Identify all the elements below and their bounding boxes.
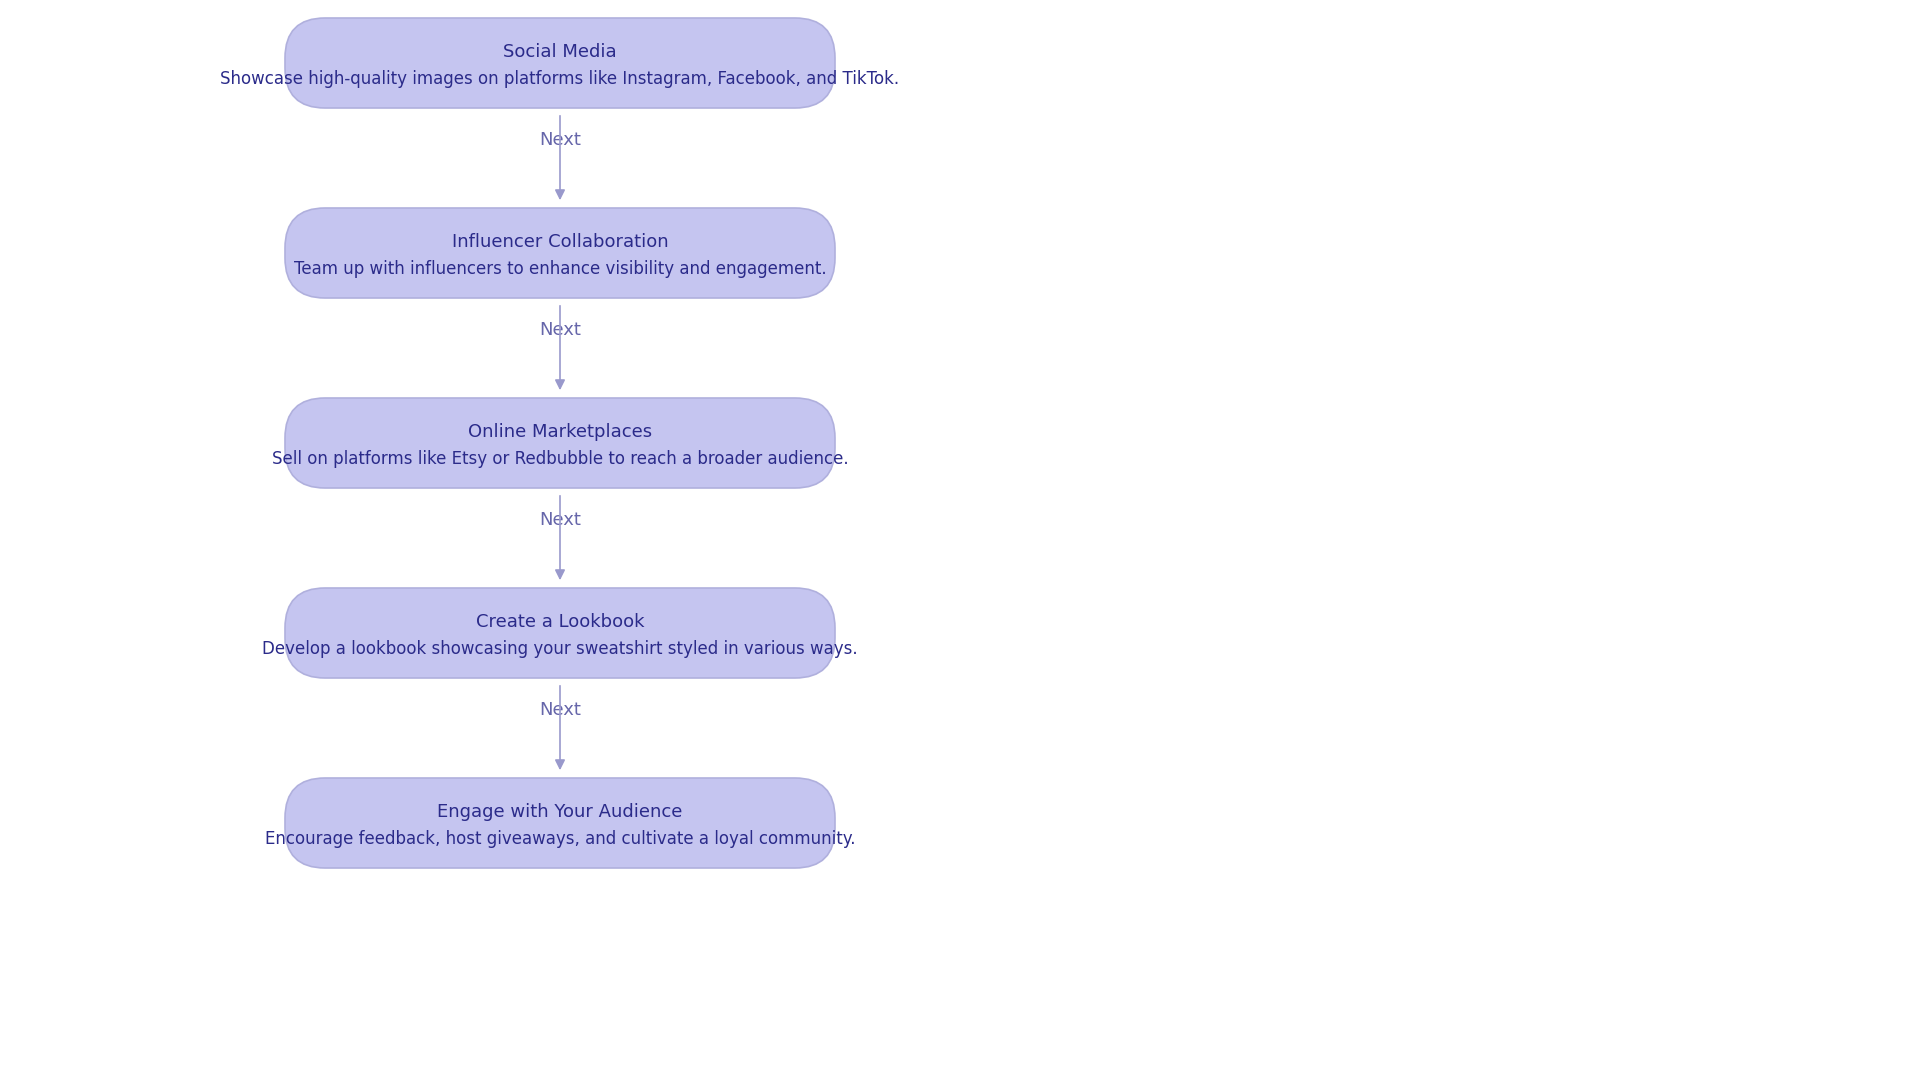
- Text: Next: Next: [540, 321, 582, 339]
- Text: Team up with influencers to enhance visibility and engagement.: Team up with influencers to enhance visi…: [294, 260, 826, 278]
- Text: Social Media: Social Media: [503, 43, 616, 62]
- Text: Create a Lookbook: Create a Lookbook: [476, 613, 645, 631]
- Text: Showcase high-quality images on platforms like Instagram, Facebook, and TikTok.: Showcase high-quality images on platform…: [221, 70, 900, 88]
- Text: Sell on platforms like Etsy or Redbubble to reach a broader audience.: Sell on platforms like Etsy or Redbubble…: [273, 451, 849, 468]
- FancyBboxPatch shape: [284, 397, 835, 488]
- Text: Encourage feedback, host giveaways, and cultivate a loyal community.: Encourage feedback, host giveaways, and …: [265, 831, 854, 848]
- Text: Next: Next: [540, 511, 582, 529]
- Text: Engage with Your Audience: Engage with Your Audience: [438, 804, 684, 821]
- FancyBboxPatch shape: [284, 778, 835, 867]
- FancyBboxPatch shape: [284, 208, 835, 298]
- FancyBboxPatch shape: [284, 588, 835, 678]
- Text: Influencer Collaboration: Influencer Collaboration: [451, 233, 668, 251]
- Text: Next: Next: [540, 701, 582, 719]
- Text: Develop a lookbook showcasing your sweatshirt styled in various ways.: Develop a lookbook showcasing your sweat…: [263, 640, 858, 658]
- FancyBboxPatch shape: [284, 18, 835, 108]
- Text: Online Marketplaces: Online Marketplaces: [468, 423, 653, 441]
- Text: Next: Next: [540, 131, 582, 149]
